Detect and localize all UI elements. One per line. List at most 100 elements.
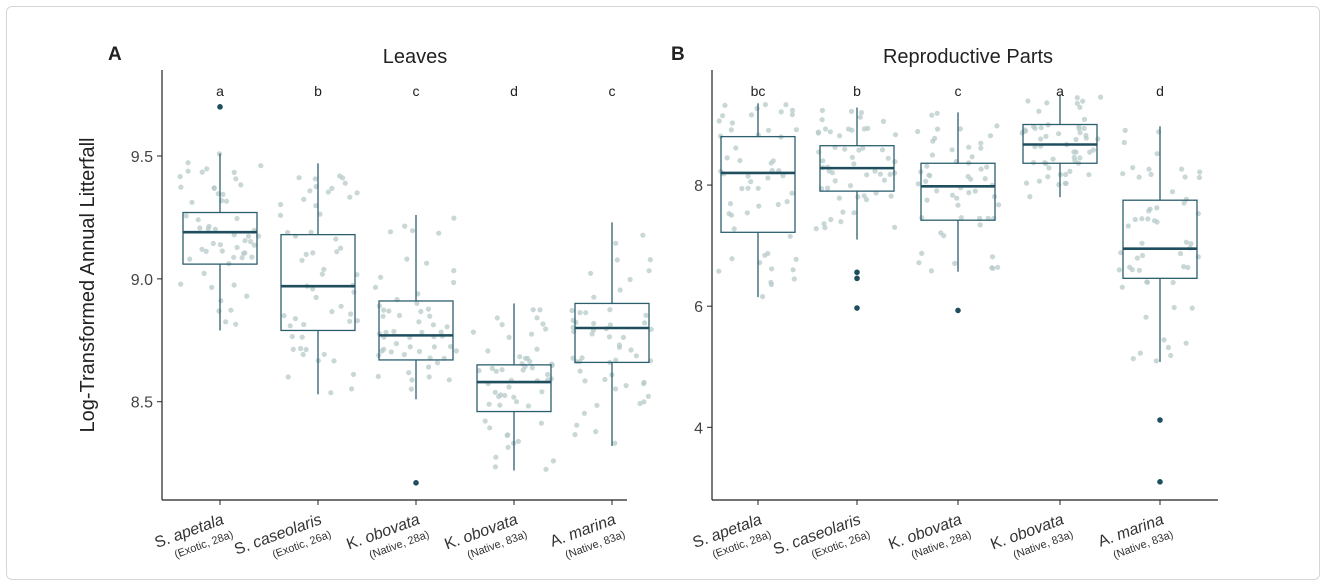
jitter-point [549, 361, 555, 367]
jitter-point [1067, 168, 1073, 174]
jitter-point [530, 307, 536, 313]
jitter-point [769, 266, 775, 272]
jitter-point [195, 217, 201, 223]
jitter-point [540, 321, 546, 327]
jitter-point [244, 293, 250, 299]
jitter-point [426, 374, 432, 380]
jitter-point [527, 358, 533, 365]
jitter-point [1132, 216, 1138, 223]
jitter-point [296, 175, 302, 181]
jitter-point [231, 282, 237, 288]
x-tick-label: K. obovata(Native, 83a) [988, 511, 1075, 561]
jitter-point [258, 163, 264, 169]
jitter-point [409, 228, 416, 234]
jitter-point [643, 312, 649, 318]
jitter-point [292, 316, 298, 322]
jitter-point [506, 334, 512, 340]
jitter-point [402, 223, 408, 229]
jitter-point [1136, 174, 1142, 180]
significance-letter: c [955, 83, 962, 99]
jitter-point [517, 354, 523, 360]
jitter-point [754, 105, 760, 112]
jitter-point [231, 169, 237, 175]
jitter-point [277, 212, 284, 218]
jitter-point [1179, 166, 1185, 172]
jitter-point [354, 318, 360, 324]
box-group: c [372, 83, 459, 486]
jitter-point [978, 140, 984, 146]
jitter-point [716, 268, 722, 274]
jitter-point [1139, 240, 1145, 246]
jitter-point [828, 216, 834, 223]
jitter-point [863, 197, 870, 203]
jitter-point [1168, 352, 1174, 359]
jitter-point [427, 313, 433, 319]
jitter-point [1182, 174, 1188, 180]
jitter-point [383, 329, 389, 335]
jitter-point [233, 321, 239, 327]
significance-letter: b [314, 83, 322, 99]
jitter-point [892, 170, 898, 176]
x-tick-label: S. apetala(Exotic, 28a) [691, 511, 773, 561]
jitter-point [607, 322, 614, 328]
jitter-point [748, 179, 754, 185]
jitter-point [954, 195, 960, 201]
jitter-point [990, 265, 996, 271]
jitter-point [984, 164, 990, 170]
significance-letter: d [1156, 83, 1164, 99]
jitter-point [778, 109, 784, 115]
jitter-point [623, 383, 629, 389]
jitter-point [1169, 189, 1176, 195]
jitter-point [1045, 174, 1051, 180]
jitter-point [1177, 250, 1184, 257]
jitter-point [301, 321, 307, 328]
jitter-point [915, 181, 921, 187]
jitter-point [447, 344, 454, 350]
jitter-point [815, 129, 822, 135]
jitter-point [386, 308, 392, 314]
x-tick-label: K. obovata(Native, 28a) [886, 511, 973, 561]
significance-letter: bc [751, 83, 766, 99]
jitter-point [444, 324, 450, 330]
jitter-point [969, 154, 975, 160]
jitter-point [351, 289, 357, 295]
jitter-point [338, 245, 344, 251]
jitter-point [1073, 149, 1079, 155]
jitter-point [375, 373, 381, 379]
jitter-point [613, 357, 619, 363]
jitter-point [612, 440, 618, 446]
jitter-point [930, 138, 936, 144]
jitter-point [591, 294, 597, 300]
jitter-point [416, 348, 423, 355]
jitter-point [996, 202, 1002, 208]
jitter-point [987, 133, 994, 139]
jitter-point [245, 233, 252, 239]
jitter-point [1038, 125, 1044, 131]
box-group: bc [716, 83, 800, 300]
box [574, 302, 650, 364]
jitter-point [401, 352, 407, 358]
jitter-point [857, 114, 863, 120]
jitter-point [941, 233, 947, 239]
jitter-point [223, 319, 229, 325]
jitter-point [489, 365, 495, 371]
jitter-point [892, 159, 898, 165]
jitter-point [755, 185, 761, 191]
jitter-point [765, 250, 771, 257]
jitter-point [789, 107, 796, 113]
jitter-point [888, 193, 894, 199]
x-tick-label: A. marina(Native, 83a) [1096, 511, 1175, 561]
jitter-point [1154, 205, 1160, 211]
jitter-point [310, 250, 316, 256]
jitter-point [251, 242, 257, 248]
jitter-point [574, 422, 580, 428]
jitter-point [582, 378, 588, 384]
jitter-point [819, 117, 825, 123]
jitter-point [1081, 116, 1088, 122]
jitter-point [231, 232, 237, 238]
jitter-point [201, 270, 207, 276]
jitter-point [982, 176, 988, 182]
x-tick-label: K. obovata(Native, 83a) [442, 511, 529, 561]
jitter-point [617, 287, 623, 293]
jitter-point [409, 377, 415, 383]
